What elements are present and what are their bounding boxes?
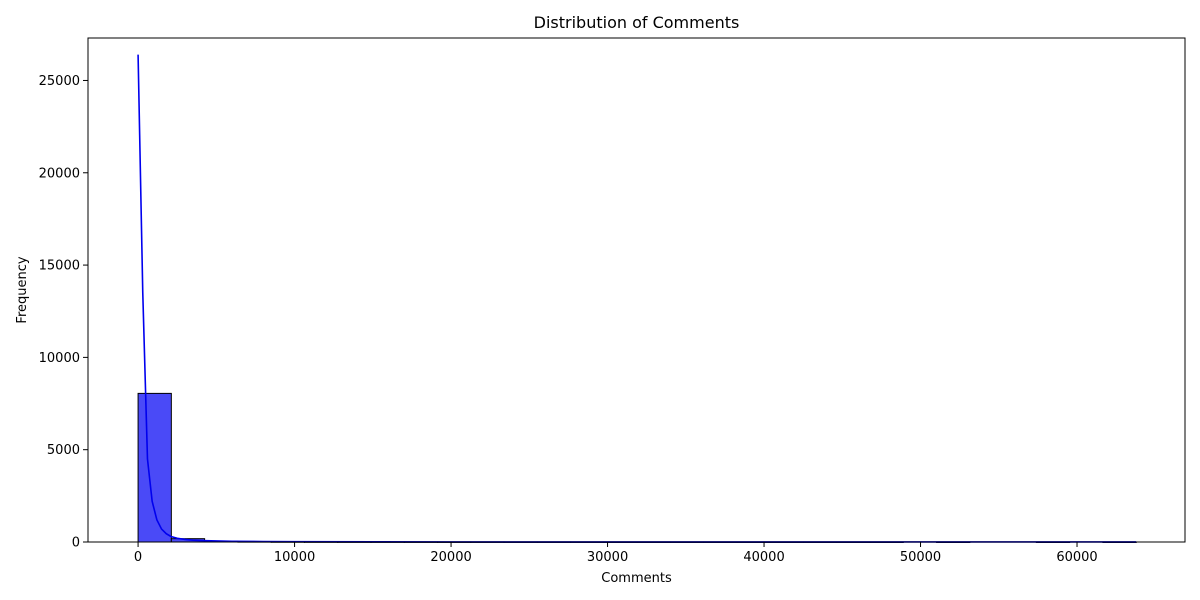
y-tick-label: 15000 xyxy=(39,259,80,274)
x-tick-label: 60000 xyxy=(1056,550,1097,565)
plot-frame xyxy=(87,37,1186,543)
x-axis-label: Comments xyxy=(601,571,672,586)
x-axis: 0 10000 20000 30000 40000 50000 60000 xyxy=(134,542,1098,565)
x-tick-label: 40000 xyxy=(743,550,784,565)
histogram-bar xyxy=(137,392,172,543)
x-tick-label: 50000 xyxy=(900,550,941,565)
x-tick-label: 20000 xyxy=(430,550,471,565)
x-tick-label: 30000 xyxy=(587,550,628,565)
y-axis-label: Frequency xyxy=(15,256,30,323)
chart-title: Distribution of Comments xyxy=(534,13,740,32)
y-tick-label: 10000 xyxy=(39,351,80,366)
x-tick-label: 10000 xyxy=(274,550,315,565)
y-tick-label: 0 xyxy=(72,536,80,551)
y-tick-label: 25000 xyxy=(39,74,80,89)
y-tick-label: 20000 xyxy=(39,166,80,181)
x-tick-label: 0 xyxy=(134,550,142,565)
y-tick-label: 5000 xyxy=(47,443,80,458)
y-axis: 0 5000 10000 15000 20000 25000 xyxy=(39,74,88,551)
